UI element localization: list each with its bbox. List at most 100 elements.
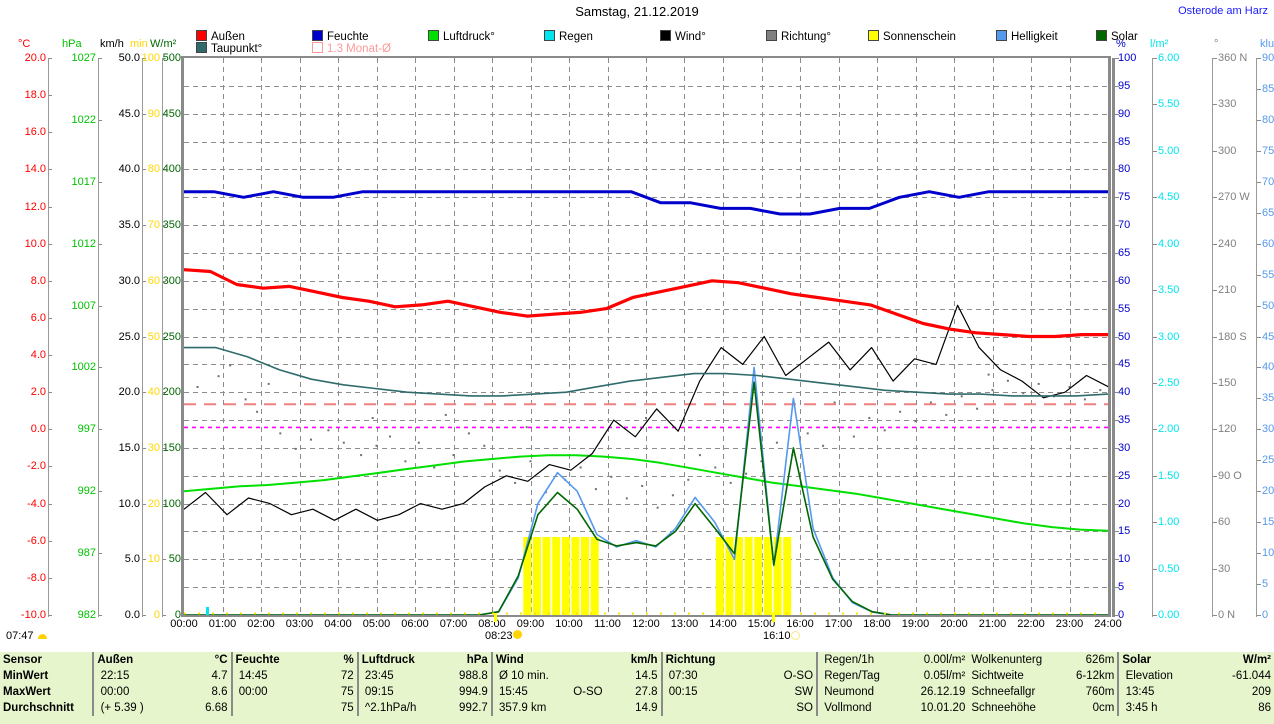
- humidity-line: [184, 190, 1108, 216]
- table-cell: Schneehöhe: [971, 702, 1036, 714]
- legend-item-taupunkt[interactable]: Taupunkt°: [196, 42, 262, 55]
- wind-line: [184, 304, 1108, 521]
- table-cell: 988.8: [459, 670, 488, 682]
- axis-tick-mark: [142, 615, 146, 616]
- legend-item-feuchte[interactable]: Feuchte: [312, 30, 369, 43]
- axis-tick-label: 10.0: [24, 237, 46, 250]
- daylight-marker-label: 08:23: [485, 630, 513, 642]
- axis-tick-mark: [162, 447, 166, 449]
- table-cell: 6-12km: [1076, 670, 1115, 682]
- table-cell: 14:45: [230, 668, 314, 684]
- axis-tick-label: 330: [1218, 98, 1237, 111]
- legend-label: Wind°: [675, 31, 706, 43]
- axis-tick-label: 45: [1262, 330, 1274, 343]
- axis-tick-mark: [142, 225, 146, 227]
- axis-tick-mark: [48, 615, 52, 616]
- axis-tick-mark: [1213, 336, 1217, 338]
- table-cell: Wolkenunterg: [971, 654, 1043, 666]
- table-row: Sensor Außen °C Feuchte% Luftdruck hPa Wind km…: [0, 652, 1274, 668]
- x-axis-tick-label: 10:00: [555, 618, 583, 630]
- axis-tick-mark: [142, 336, 146, 338]
- axis-tick-mark: [1115, 503, 1119, 505]
- legend-label: 1.3 Monat-Ø: [327, 43, 391, 55]
- axis-tick-mark: [98, 553, 102, 555]
- legend-item-solar[interactable]: Solar: [1096, 30, 1138, 43]
- axis-tick-label: 55: [1118, 302, 1131, 315]
- table-cell: 75: [340, 702, 354, 714]
- solar-line: [184, 381, 1108, 615]
- legend-swatch-icon: [544, 30, 555, 41]
- axis-rule: [162, 58, 163, 617]
- daylight-marker-icon: [772, 613, 775, 622]
- axis-unit-r-1: l/m²: [1150, 38, 1169, 50]
- table-cell: 626m: [1085, 654, 1115, 666]
- axis-tick-mark: [1115, 225, 1119, 227]
- axis-tick-mark: [48, 169, 52, 171]
- table-cell: [564, 700, 613, 716]
- axis-tick-mark: [1115, 85, 1119, 87]
- legend-item-regen[interactable]: Regen: [544, 30, 593, 43]
- axis-unit-hpa: hPa: [62, 38, 82, 50]
- axis-tick-label: 70: [147, 219, 160, 232]
- table-cell: 14.5: [635, 670, 658, 682]
- axis-tick-mark: [98, 119, 102, 121]
- axis-tick-label: 0.0: [30, 423, 46, 436]
- plot-border-left: [181, 56, 184, 617]
- x-axis-tick-label: 24:00: [1094, 618, 1122, 630]
- axis-tick-label: 300: [162, 274, 181, 287]
- legend-item-helligkeit[interactable]: Helligkeit: [996, 30, 1058, 43]
- axis-tick-label: 100: [141, 52, 160, 64]
- table-cell: 07:30: [660, 668, 744, 684]
- axis-tick-label: 992: [77, 485, 96, 498]
- sunshine-bars: [523, 537, 792, 615]
- table-cell: SO: [796, 702, 814, 714]
- table-cell: 0.05l/m²: [923, 670, 966, 682]
- axis-tick-label: 40.0: [118, 163, 140, 176]
- station-name: Osterode am Harz: [1178, 5, 1268, 17]
- axis-tick-mark: [162, 615, 166, 616]
- axis-tick-mark: [1257, 181, 1261, 183]
- axis-tick-label: 35.0: [118, 219, 140, 232]
- table-cell: Neumond: [816, 684, 899, 700]
- axis-tick-label: -10.0: [20, 609, 46, 621]
- chart-plot-area[interactable]: [184, 58, 1108, 615]
- axis-tick-label: 0: [174, 609, 181, 621]
- x-axis-tick-label: 14:00: [709, 618, 737, 630]
- legend-swatch-icon: [1096, 30, 1107, 41]
- table-cell: Ø 10 min.: [490, 668, 564, 684]
- axis-tick-label: 350: [162, 219, 181, 232]
- legend-item-richtung[interactable]: Richtung°: [766, 30, 831, 43]
- axis-tick-mark: [142, 113, 146, 115]
- legend-item-au-en[interactable]: Außen: [196, 30, 245, 43]
- axis-tick-mark: [1257, 212, 1261, 214]
- legend-swatch-icon: [312, 30, 323, 41]
- axis-tick-label: 65: [1262, 206, 1274, 219]
- axis-tick-mark: [1153, 382, 1157, 384]
- legend-label: Taupunkt°: [211, 43, 263, 55]
- plot-border-top: [181, 56, 1111, 59]
- axis-tick-label: 0 N: [1218, 609, 1236, 621]
- axis-tick-label: 80: [1262, 113, 1274, 126]
- table-cell: O-SO: [783, 670, 814, 682]
- axis-tick-label: 15.0: [118, 441, 140, 454]
- axis-tick-label: 20: [1118, 497, 1131, 510]
- axis-tick-mark: [98, 615, 102, 616]
- legend-item-wind[interactable]: Wind°: [660, 30, 706, 43]
- axis-tick-label: 1.50: [1158, 469, 1180, 482]
- axis-tick-mark: [1213, 150, 1217, 152]
- axis-tick-label: 90: [1118, 107, 1131, 120]
- table-cell: MinWert: [3, 670, 49, 682]
- axis-tick-mark: [1115, 531, 1119, 533]
- axis-tick-label: 997: [77, 423, 96, 436]
- axis-tick-label: 4.00: [1158, 237, 1180, 250]
- x-axis-tick-label: 20:00: [940, 618, 968, 630]
- legend-item-1-3-monat[interactable]: 1.3 Monat-Ø: [312, 42, 391, 55]
- legend-item-luftdruck[interactable]: Luftdruck°: [428, 30, 495, 43]
- axis-tick-label: 85: [1262, 82, 1274, 95]
- daylight-marker-icon: [494, 613, 497, 622]
- axis-tick-mark: [1115, 392, 1119, 394]
- axis-tick-label: 20.0: [118, 386, 140, 399]
- left-axes: °C 20.0 18.0 16.0 14.0 12.0 10.0 8.0 6.0 4.0 2.0 0.…: [0, 38, 187, 621]
- table-cell: 27.8: [635, 686, 658, 698]
- legend-item-sonnenschein[interactable]: Sonnenschein: [868, 30, 956, 43]
